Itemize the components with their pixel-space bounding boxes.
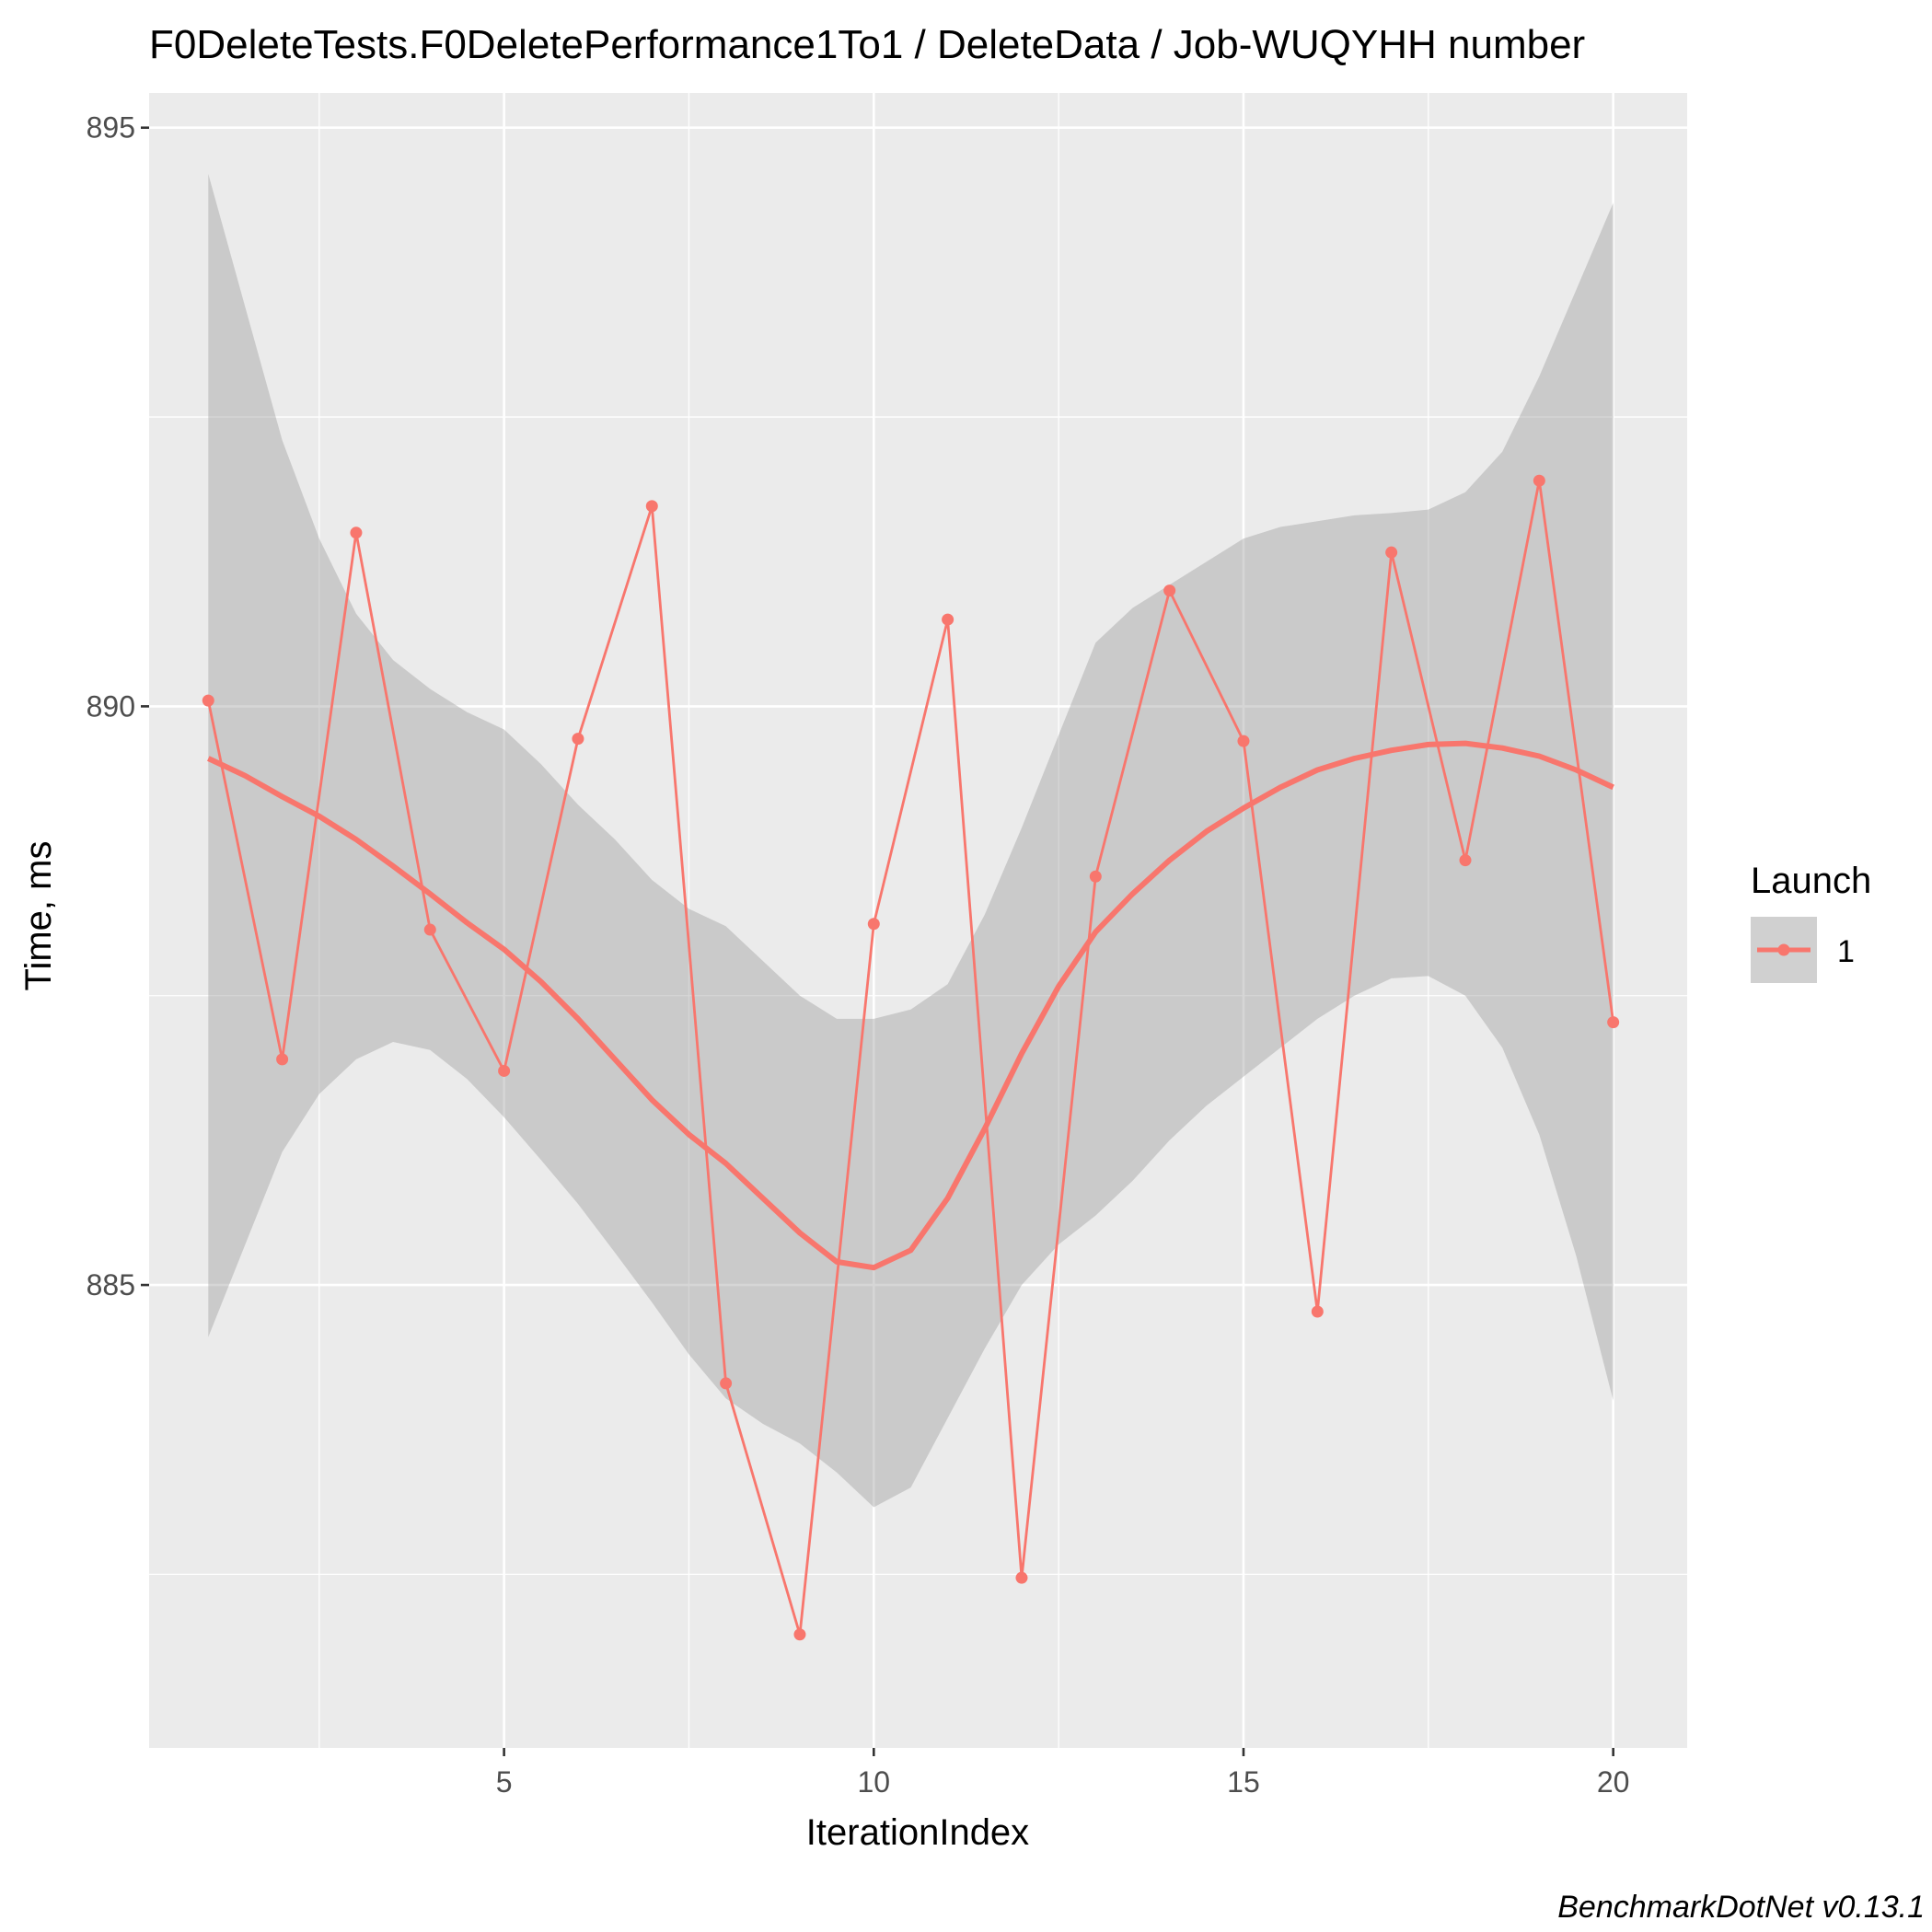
data-point (1237, 735, 1250, 747)
data-point (572, 733, 584, 746)
legend-title: Launch (1751, 861, 1871, 901)
data-point (1089, 870, 1102, 883)
series-line (206, 479, 1615, 1637)
x-tick-label: 10 (858, 1765, 891, 1799)
data-point (350, 526, 363, 539)
legend-entry-label: 1 (1837, 934, 1855, 969)
y-axis: 885 890 895 (87, 111, 149, 1301)
data-point (1015, 1571, 1028, 1584)
data-point (645, 500, 658, 513)
confidence-ribbon (208, 174, 1614, 1508)
smooth-trend-line (207, 740, 1614, 1271)
points-layer (202, 474, 1620, 1641)
series-layer (206, 479, 1615, 1637)
data-point (498, 1064, 511, 1077)
legend-key-point (1777, 943, 1790, 956)
x-tick-label: 20 (1597, 1765, 1630, 1799)
x-axis-label: IterationIndex (806, 1812, 1029, 1853)
data-point (1163, 584, 1176, 597)
caption: BenchmarkDotNet v0.13.1 (1557, 1890, 1925, 1925)
data-point (942, 613, 954, 626)
data-point (1459, 854, 1472, 867)
y-axis-label: Time, ms (18, 841, 59, 991)
data-point (423, 923, 436, 936)
data-point (202, 694, 214, 707)
y-tick-label: 885 (87, 1268, 135, 1301)
data-point (720, 1377, 733, 1390)
data-point (793, 1628, 806, 1641)
data-point (1533, 474, 1545, 487)
major-gridlines (149, 93, 1687, 1748)
x-tick-label: 5 (496, 1765, 513, 1799)
chart-title: F0DeleteTests.F0DeletePerformance1To1 / … (149, 22, 1585, 67)
legend: Launch 1 (1751, 861, 1871, 983)
data-point (276, 1053, 289, 1066)
plot-panel (149, 93, 1687, 1748)
y-tick-label: 890 (87, 689, 135, 723)
minor-gridlines (149, 93, 1687, 1748)
data-point (1607, 1016, 1620, 1029)
data-point (867, 918, 880, 931)
data-point (1311, 1305, 1324, 1318)
data-point (1385, 546, 1398, 559)
x-tick-label: 15 (1227, 1765, 1260, 1799)
y-tick-label: 895 (87, 111, 135, 145)
x-axis: 5 10 15 20 (496, 1748, 1630, 1799)
